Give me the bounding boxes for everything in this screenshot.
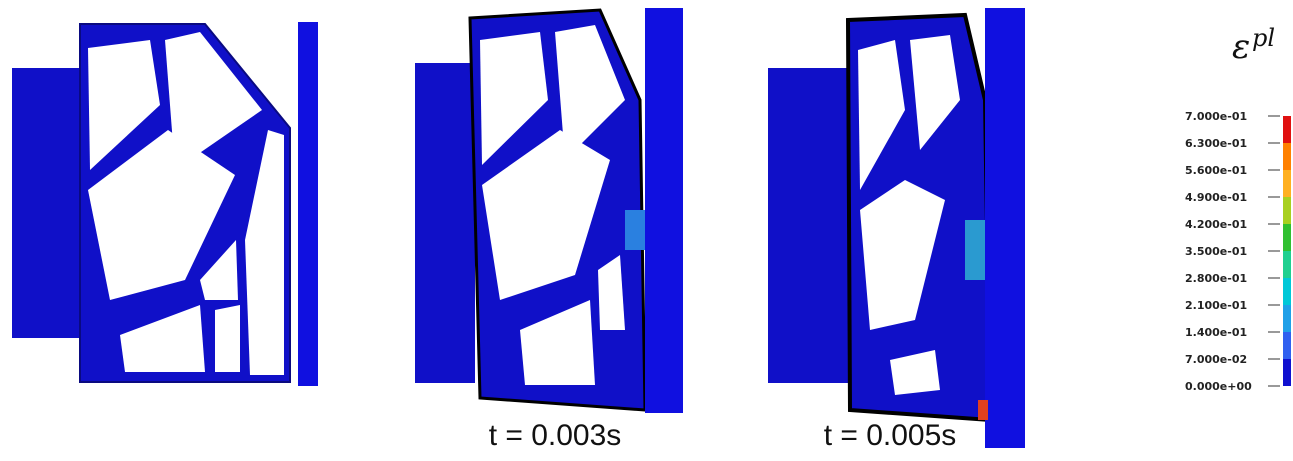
- legend-swatch: [1283, 197, 1291, 224]
- legend-label: 7.000e-01: [1185, 110, 1247, 123]
- legend-label: 3.500e-01: [1185, 245, 1247, 258]
- legend-symbol: ε: [1232, 27, 1250, 67]
- rigid-block: [12, 68, 80, 338]
- rigid-wall: [985, 8, 1025, 448]
- caption: t = 0.005s: [824, 419, 957, 452]
- page: {"captions": ["t = 0.003s", "t = 0.005s"…: [0, 0, 1293, 461]
- legend-swatch: [1283, 116, 1291, 143]
- rigid-wall: [298, 22, 318, 386]
- caption: t = 0.003s: [489, 419, 622, 452]
- legend-swatch: [1283, 359, 1291, 386]
- legend-label: 2.100e-01: [1185, 299, 1247, 312]
- legend-swatch: [1283, 305, 1291, 332]
- panel-t2: [768, 8, 1025, 448]
- void: [215, 305, 240, 372]
- panel-initial: [12, 22, 318, 386]
- legend-superscript: pl: [1252, 24, 1275, 52]
- strain-zone: [965, 220, 985, 280]
- legend-swatch: [1283, 170, 1291, 197]
- legend-swatch: [1283, 278, 1291, 305]
- legend-label: 5.600e-01: [1185, 164, 1247, 177]
- rigid-block: [415, 63, 475, 383]
- legend-swatch: [1283, 143, 1291, 170]
- rigid-block: [768, 68, 850, 383]
- legend-swatch: [1283, 251, 1291, 278]
- legend-swatch: [1283, 224, 1291, 251]
- legend-label: 4.900e-01: [1185, 191, 1247, 204]
- rigid-wall: [645, 8, 683, 413]
- legend-label: 2.800e-01: [1185, 272, 1247, 285]
- figure: t = 0.003s t = 0.005s ε pl 7.000e-01 6.30…: [0, 0, 1293, 461]
- legend-label: 7.000e-02: [1185, 353, 1247, 366]
- strain-zone: [625, 210, 645, 250]
- legend-label: 0.000e+00: [1185, 380, 1252, 393]
- legend-label: 1.400e-01: [1185, 326, 1247, 339]
- legend-swatch: [1283, 332, 1291, 359]
- legend-label: 4.200e-01: [1185, 218, 1247, 231]
- legend-label: 6.300e-01: [1185, 137, 1247, 150]
- strain-zone: [978, 400, 988, 420]
- panel-t1: [415, 8, 683, 413]
